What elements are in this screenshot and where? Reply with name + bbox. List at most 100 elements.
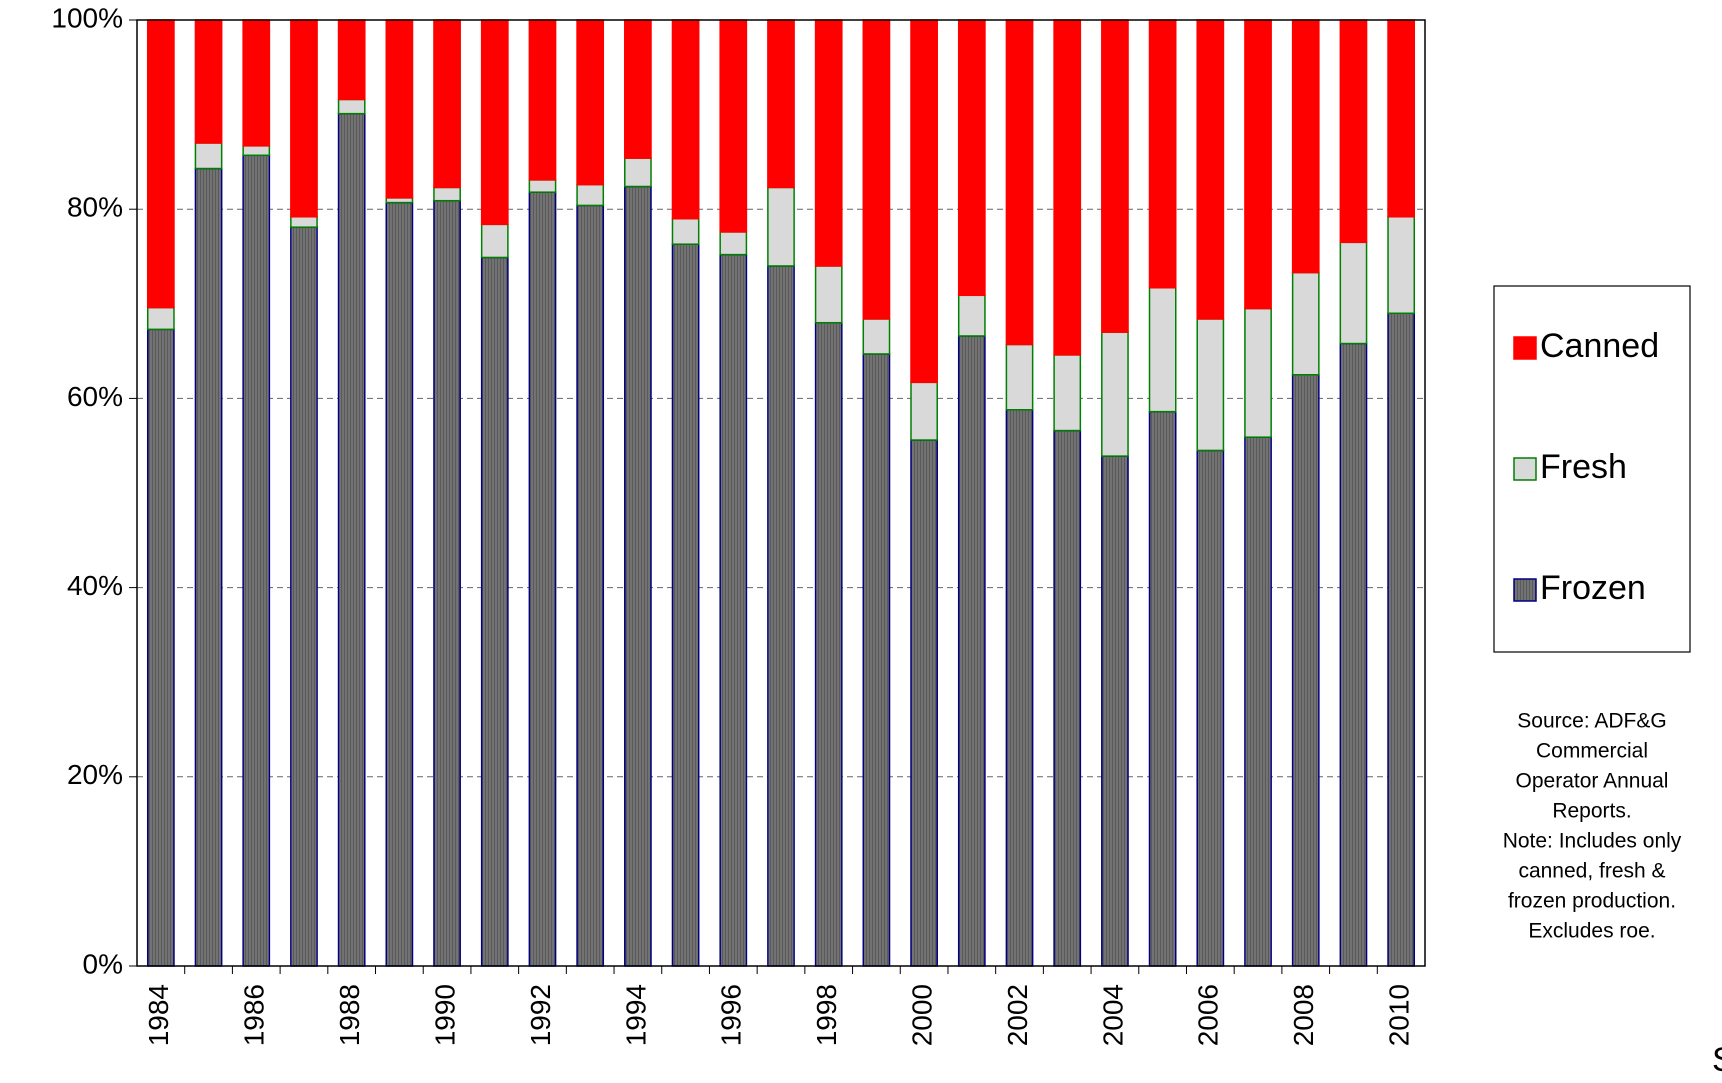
bar-segment — [1148, 286, 1177, 413]
bar-segment — [624, 185, 652, 967]
source-note: frozen production. — [1508, 890, 1676, 913]
bar-segment — [576, 204, 605, 967]
x-tick-label: 1992 — [525, 984, 556, 1046]
bar-segment — [957, 335, 986, 967]
y-tick-label: 40% — [67, 570, 123, 601]
bar-segment — [528, 19, 557, 181]
x-tick-label: 2010 — [1384, 984, 1415, 1046]
x-tick-label: 2002 — [1002, 984, 1033, 1046]
bar-segment — [1387, 19, 1416, 218]
bar-segment — [146, 19, 175, 309]
bar-segment — [814, 321, 843, 967]
bar-segment — [624, 157, 652, 188]
x-tick-label: 1986 — [239, 984, 270, 1046]
bar-segment — [528, 179, 557, 193]
bar-segment — [814, 19, 843, 267]
legend-swatch — [1513, 457, 1537, 481]
bar-segment — [433, 186, 461, 202]
bar-segment — [242, 19, 271, 147]
x-tick-label: 1996 — [716, 984, 747, 1046]
bar-segment — [1387, 312, 1416, 967]
bar-segment — [242, 145, 271, 157]
bar-segment — [671, 243, 700, 967]
bar-segment — [1053, 19, 1082, 356]
bar-segment — [957, 294, 986, 337]
source-note: canned, fresh & — [1518, 860, 1665, 883]
bar-segment — [194, 19, 223, 144]
bar-segment — [1101, 455, 1129, 967]
bar-segment — [290, 216, 318, 228]
bar-segment — [433, 199, 461, 967]
bar-segment — [576, 183, 605, 207]
bar-segment — [1196, 19, 1225, 320]
bar-segment — [671, 217, 700, 245]
bar-segment — [480, 19, 509, 226]
source-note: Reports. — [1552, 800, 1631, 823]
bar-segment — [433, 19, 461, 189]
bar-segment — [385, 201, 414, 967]
source-note: Excludes roe. — [1528, 920, 1655, 943]
bar-segment — [1244, 436, 1272, 967]
bar-segment — [337, 112, 366, 967]
bar-segment — [624, 19, 652, 159]
bar-segment — [719, 19, 748, 233]
legend-swatch — [1513, 336, 1537, 360]
bar-segment — [480, 223, 509, 259]
bar-segment — [957, 19, 986, 297]
bar-segment — [1291, 19, 1320, 274]
y-tick-label: 80% — [67, 192, 123, 223]
bar-segment — [194, 142, 223, 170]
bar-segment — [719, 231, 748, 256]
y-tick-label: 100% — [51, 2, 123, 33]
bar-segment — [1101, 19, 1129, 333]
bar-segment — [1196, 318, 1225, 452]
bar-segment — [337, 19, 366, 101]
bar-segment — [767, 19, 795, 189]
bar-segment — [1053, 354, 1082, 432]
bar-segment — [1053, 429, 1082, 967]
bar-segment — [1101, 331, 1129, 457]
bar-segment — [1196, 449, 1225, 967]
legend-swatch — [1513, 578, 1537, 602]
y-tick-label: 20% — [67, 759, 123, 790]
bar-segment — [242, 154, 271, 967]
source-note: Note: Includes only — [1503, 830, 1682, 853]
bar-segment — [146, 306, 175, 331]
legend-label: Frozen — [1540, 569, 1646, 607]
bar-segment — [290, 226, 318, 967]
x-tick-label: 1998 — [811, 984, 842, 1046]
bar-segment — [910, 19, 938, 384]
bar-segment — [1005, 19, 1034, 346]
bar-segment — [194, 167, 223, 967]
bar-segment — [290, 19, 318, 218]
bar-segment — [337, 98, 366, 115]
bar-segment — [767, 186, 795, 267]
bar-segment — [910, 381, 938, 441]
bar-segment — [1339, 19, 1368, 244]
bar-segment — [146, 328, 175, 967]
bar-segment — [1148, 19, 1177, 289]
bar-segment — [1339, 342, 1368, 967]
bar-segment — [528, 191, 557, 967]
bar-segment — [1148, 410, 1177, 967]
y-tick-label: 60% — [67, 381, 123, 412]
bar-segment — [671, 19, 700, 220]
x-tick-label: 1990 — [429, 984, 460, 1046]
footer: S — [1712, 1041, 1722, 1079]
bar-segment — [1291, 271, 1320, 376]
bar-segment — [862, 318, 891, 355]
bar-segment — [1387, 216, 1416, 315]
source-note: Operator Annual — [1516, 770, 1669, 793]
x-tick-label: 2008 — [1288, 984, 1319, 1046]
legend-label: Fresh — [1540, 448, 1627, 486]
bar-segment — [1005, 343, 1034, 411]
bar-segment — [576, 19, 605, 186]
x-tick-label: 2000 — [907, 984, 938, 1046]
bar-segment — [910, 439, 938, 967]
bar-segment — [719, 253, 748, 967]
bar-segment — [862, 19, 891, 320]
bar-segment — [862, 353, 891, 967]
plot-frame — [136, 19, 1426, 967]
x-tick-label: 1988 — [334, 984, 365, 1046]
